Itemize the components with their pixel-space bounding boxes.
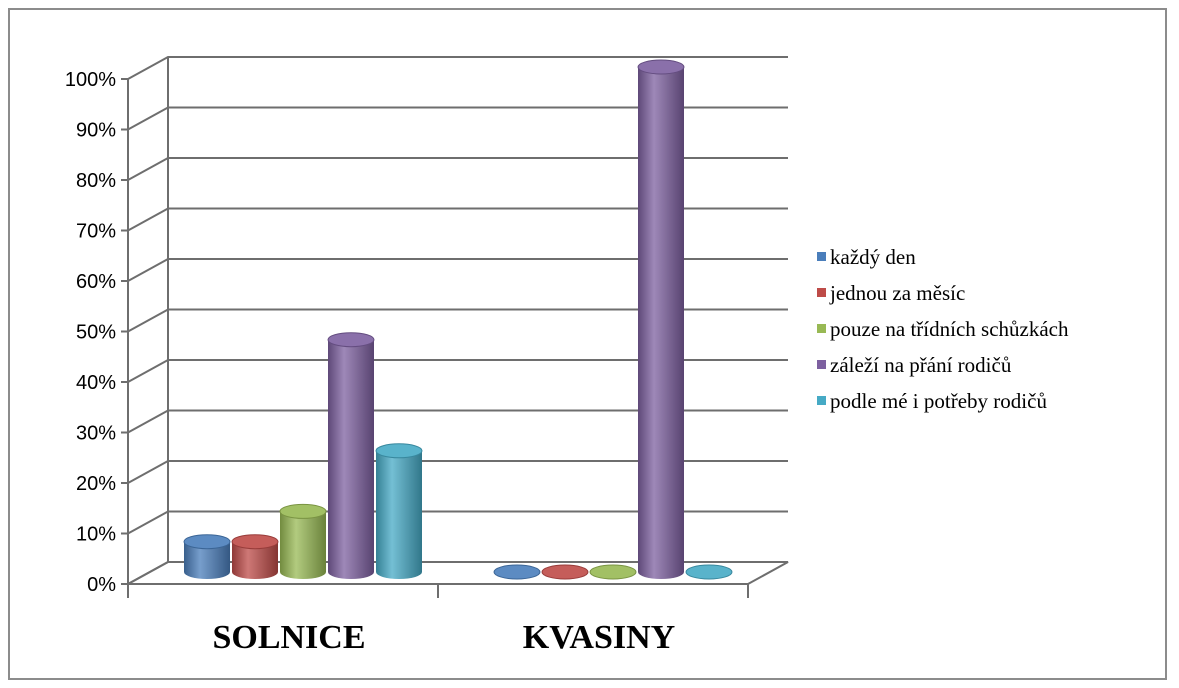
bar xyxy=(327,332,375,579)
bar-top xyxy=(685,564,733,580)
gridline xyxy=(127,308,788,333)
bar-top xyxy=(541,564,589,580)
gridlines xyxy=(127,56,788,585)
bar xyxy=(541,564,589,580)
category-label: SOLNICE xyxy=(212,619,365,656)
gridline xyxy=(127,207,788,232)
x-axis xyxy=(127,583,749,598)
bar-body xyxy=(638,67,684,579)
bar xyxy=(493,564,541,580)
bar-body xyxy=(232,541,278,579)
legend-swatch xyxy=(817,324,826,333)
legend-label: každý den xyxy=(830,245,916,269)
bar-top xyxy=(589,564,637,580)
gridline xyxy=(127,56,788,80)
gridline xyxy=(127,460,788,484)
gridline xyxy=(127,258,788,282)
bar xyxy=(637,59,685,579)
legend: každý den jednou za měsíc pouze na třídníc… xyxy=(817,245,1069,413)
y-axis: 0% 10% 20% 30% 40% 50% 60% 70% 80% 90% 100% xyxy=(65,69,129,596)
legend-swatch xyxy=(817,396,826,405)
bar xyxy=(183,534,231,579)
bar xyxy=(589,564,637,580)
bar-top xyxy=(279,503,327,519)
legend-label: záleží na přání rodičů xyxy=(830,353,1012,377)
y-tick-label: 50% xyxy=(76,322,116,344)
y-tick-label: 80% xyxy=(76,170,116,192)
legend-label: jednou za měsíc xyxy=(829,281,965,305)
y-tick-label: 60% xyxy=(76,271,116,293)
y-tick-label: 70% xyxy=(76,221,116,243)
legend-swatch xyxy=(817,288,826,297)
y-tick-label: 10% xyxy=(76,524,116,546)
y-tick-label: 30% xyxy=(76,423,116,445)
bar xyxy=(375,443,423,579)
bar xyxy=(279,503,327,579)
bar-top xyxy=(231,534,279,550)
gridline xyxy=(127,359,788,383)
y-tick-label: 0% xyxy=(87,574,116,596)
bars xyxy=(183,59,733,580)
category-labels: SOLNICE KVASINY xyxy=(212,619,675,656)
bar-body xyxy=(184,541,230,579)
y-tick-label: 40% xyxy=(76,372,116,394)
legend-swatch xyxy=(817,252,826,261)
y-tick-label: 100% xyxy=(65,69,116,91)
legend-label: pouze na třídních schůzkách xyxy=(830,317,1069,341)
y-tick-label: 90% xyxy=(76,120,116,142)
bar-body xyxy=(280,511,326,579)
bar-top xyxy=(375,443,423,459)
bar-top xyxy=(327,332,375,348)
gridline xyxy=(127,106,788,131)
gridline xyxy=(127,510,788,535)
bar xyxy=(231,534,279,579)
category-label: KVASINY xyxy=(523,619,675,656)
bar xyxy=(685,564,733,580)
gridline xyxy=(127,157,788,181)
gridline xyxy=(127,409,788,434)
bar-body xyxy=(376,450,422,579)
y-tick-label: 20% xyxy=(76,473,116,495)
legend-label: podle mé i potřeby rodičů xyxy=(830,389,1047,413)
bar-top xyxy=(493,564,541,580)
bar-top xyxy=(183,534,231,550)
bar-body xyxy=(328,339,374,579)
bar-top xyxy=(637,59,685,75)
legend-swatch xyxy=(817,360,826,369)
